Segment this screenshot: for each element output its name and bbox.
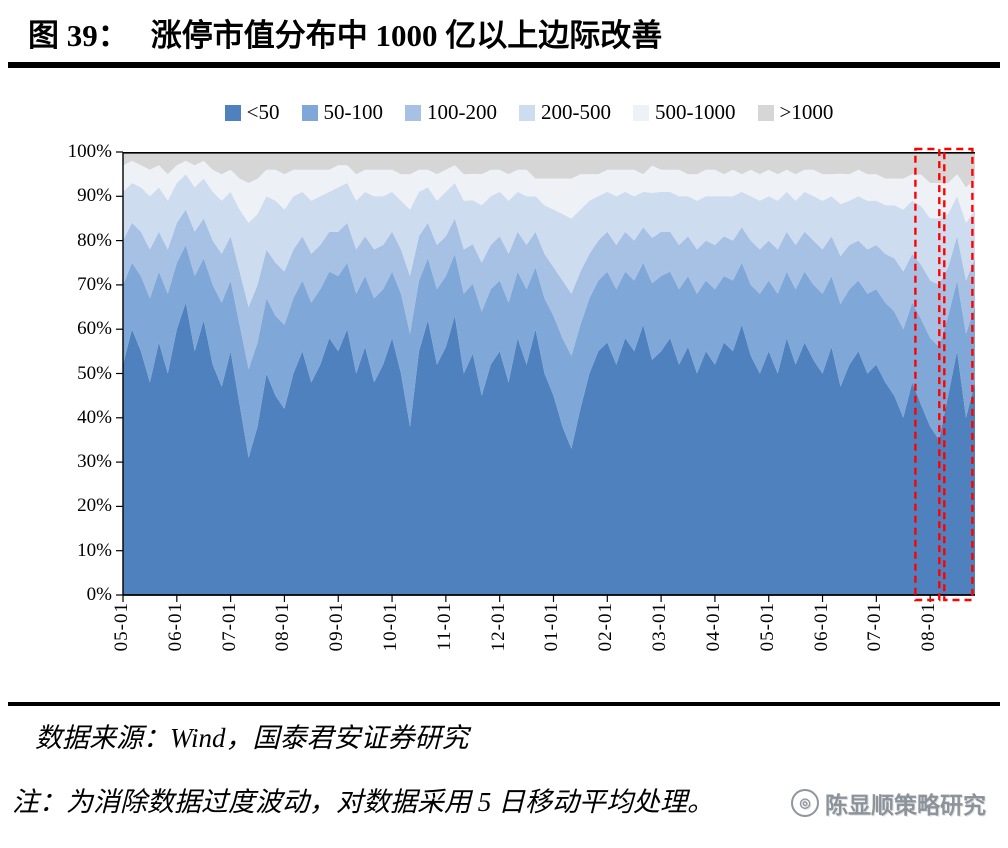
chart-legend: <50 50-100 100-200 200-500 500-1000 >1000 [0, 100, 1008, 125]
data-source-text: 数据来源：Wind，国泰君安证券研究 [35, 723, 469, 753]
area-series-2 [123, 209, 975, 370]
x-axis-tick-label: 06-01 [164, 602, 186, 652]
x-axis-tick-label: 08-01 [272, 602, 294, 652]
legend-item-0: <50 [224, 100, 280, 125]
stacked-area-plot [116, 147, 975, 602]
x-axis-tick-label: 06-01 [810, 602, 832, 652]
legend-label: 500-1000 [655, 100, 736, 124]
legend-label: >1000 [779, 100, 834, 124]
legend-item-3: 200-500 [519, 100, 611, 125]
legend-item-1: 50-100 [301, 100, 384, 125]
y-axis-tick-label: 80% [77, 229, 112, 251]
legend-label: 200-500 [541, 100, 611, 124]
footer-divider-rule [8, 702, 1000, 706]
watermark: ◎ 陈显顺策略研究 [791, 786, 986, 820]
y-axis-tick-label: 60% [77, 318, 112, 340]
watermark-text: 陈显顺策略研究 [825, 792, 986, 818]
y-axis-tick-label: 50% [77, 362, 112, 384]
x-axis-tick-label: 03-01 [649, 602, 671, 652]
figure-number: 图 39： [28, 18, 129, 53]
x-axis-tick-label: 08-01 [918, 602, 940, 652]
legend-swatch-icon [405, 104, 421, 121]
highlight-box-0 [914, 147, 941, 602]
legend-swatch-icon [301, 104, 318, 121]
x-axis-tick-label: 04-01 [702, 602, 724, 652]
figure-title: 涨停市值分布中 1000 亿以上边际改善 [150, 18, 663, 53]
x-axis-tick-label: 11-01 [433, 602, 455, 651]
area-series-3 [123, 174, 975, 307]
footnote-text: 注：为消除数据过度波动，对数据采用 5 日移动平均处理。 [12, 787, 714, 817]
x-axis-tick-label: 05-01 [111, 602, 132, 652]
legend-swatch-icon [224, 104, 241, 121]
y-axis-tick-label: 0% [86, 584, 112, 605]
y-axis-tick-label: 90% [77, 185, 112, 207]
highlight-box-1 [943, 147, 974, 602]
figure-title-row: 图 39： 涨停市值分布中 1000 亿以上边际改善 [28, 10, 988, 55]
legend-label: 100-200 [427, 100, 497, 124]
x-axis-tick-label: 07-01 [864, 602, 886, 652]
y-axis-tick-label: 70% [77, 273, 112, 295]
legend-swatch-icon [757, 104, 774, 121]
area-series-1 [123, 245, 975, 458]
x-axis-tick-label: 10-01 [380, 602, 402, 652]
legend-item-5: >1000 [757, 100, 834, 125]
legend-label: 50-100 [323, 100, 384, 124]
area-series-5 [123, 152, 975, 188]
x-axis-tick-label: 07-01 [218, 602, 240, 652]
legend-swatch-icon [633, 104, 649, 121]
legend-label: <50 [246, 100, 280, 124]
x-axis-tick-label: 02-01 [595, 602, 617, 652]
area-series-4 [123, 160, 975, 223]
title-divider-rule [8, 62, 1000, 68]
y-axis-tick-label: 100% [67, 141, 112, 162]
area-series-0 [123, 302, 975, 595]
x-axis-tick-label: 09-01 [326, 602, 348, 652]
x-axis-tick-label: 12-01 [487, 602, 509, 652]
x-axis-tick-label: 05-01 [756, 602, 778, 652]
legend-swatch-icon [519, 104, 535, 121]
y-axis-tick-label: 20% [77, 495, 112, 517]
y-axis-tick-label: 40% [77, 406, 112, 428]
y-axis-tick-label: 30% [77, 451, 112, 473]
x-axis-tick-label: 01-01 [541, 602, 563, 652]
legend-item-4: 500-1000 [633, 100, 736, 125]
legend-item-2: 100-200 [405, 100, 497, 125]
watermark-logo-icon: ◎ [791, 789, 819, 817]
y-axis-tick-label: 10% [77, 539, 112, 561]
